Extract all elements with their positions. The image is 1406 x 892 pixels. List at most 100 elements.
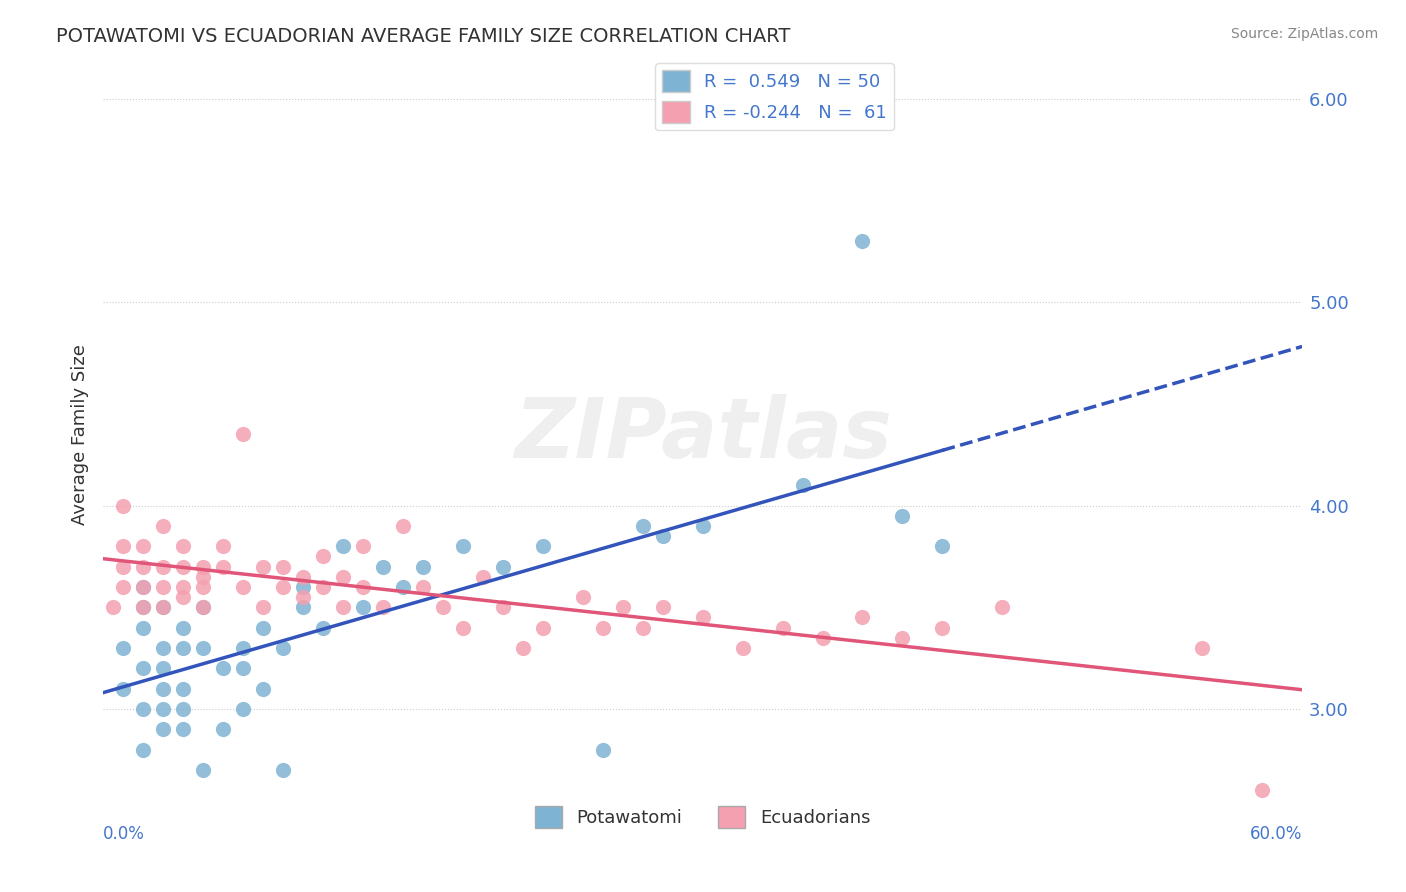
Point [212, 723, 235, 737]
Point [651, 529, 673, 543]
Point [291, 570, 314, 584]
Point [1191, 640, 1213, 655]
Point [132, 600, 155, 615]
Point [172, 590, 194, 604]
Point [152, 559, 174, 574]
Point [891, 631, 914, 645]
Point [172, 580, 194, 594]
Point [392, 519, 415, 533]
Text: 0.0%: 0.0% [103, 825, 145, 843]
Point [132, 600, 155, 615]
Point [492, 559, 515, 574]
Point [772, 621, 794, 635]
Point [112, 640, 135, 655]
Point [571, 590, 593, 604]
Point [132, 742, 155, 756]
Point [931, 539, 953, 553]
Point [132, 580, 155, 594]
Point [232, 702, 254, 716]
Point [232, 661, 254, 675]
Point [432, 600, 454, 615]
Point [271, 580, 294, 594]
Point [492, 600, 515, 615]
Point [531, 539, 554, 553]
Point [112, 499, 135, 513]
Point [232, 580, 254, 594]
Point [212, 661, 235, 675]
Point [651, 600, 673, 615]
Point [191, 763, 214, 777]
Point [692, 610, 714, 624]
Point [312, 621, 335, 635]
Point [692, 519, 714, 533]
Point [172, 621, 194, 635]
Point [792, 478, 814, 492]
Point [252, 621, 274, 635]
Text: Source: ZipAtlas.com: Source: ZipAtlas.com [1230, 27, 1378, 41]
Point [312, 580, 335, 594]
Point [152, 580, 174, 594]
Point [191, 559, 214, 574]
Text: POTAWATOMI VS ECUADORIAN AVERAGE FAMILY SIZE CORRELATION CHART: POTAWATOMI VS ECUADORIAN AVERAGE FAMILY … [56, 27, 790, 45]
Point [352, 539, 374, 553]
Point [332, 539, 354, 553]
Point [271, 763, 294, 777]
Point [332, 600, 354, 615]
Point [631, 621, 654, 635]
Point [152, 723, 174, 737]
Point [132, 621, 155, 635]
Point [332, 570, 354, 584]
Point [271, 559, 294, 574]
Point [172, 559, 194, 574]
Point [152, 661, 174, 675]
Point [112, 580, 135, 594]
Point [212, 559, 235, 574]
Point [851, 235, 873, 249]
Point [152, 600, 174, 615]
Point [172, 702, 194, 716]
Point [931, 621, 953, 635]
Point [152, 681, 174, 696]
Point [592, 621, 614, 635]
Point [191, 640, 214, 655]
Point [252, 559, 274, 574]
Point [132, 559, 155, 574]
Point [172, 640, 194, 655]
Point [731, 640, 754, 655]
Point [132, 539, 155, 553]
Point [172, 539, 194, 553]
Point [232, 640, 254, 655]
Point [811, 631, 834, 645]
Point [112, 539, 135, 553]
Point [451, 539, 474, 553]
Point [101, 600, 124, 615]
Y-axis label: Average Family Size: Average Family Size [72, 344, 89, 524]
Legend: Potawatomi, Ecuadorians: Potawatomi, Ecuadorians [527, 799, 877, 835]
Point [471, 570, 494, 584]
Point [1251, 783, 1274, 797]
Point [152, 600, 174, 615]
Text: ZIPatlas: ZIPatlas [513, 394, 891, 475]
Point [132, 702, 155, 716]
Point [352, 580, 374, 594]
Point [172, 723, 194, 737]
Point [212, 539, 235, 553]
Point [531, 621, 554, 635]
Point [392, 580, 415, 594]
Point [252, 681, 274, 696]
Point [191, 570, 214, 584]
Point [191, 600, 214, 615]
Point [512, 640, 534, 655]
Point [991, 600, 1014, 615]
Point [371, 600, 394, 615]
Point [371, 559, 394, 574]
Point [172, 681, 194, 696]
Point [612, 600, 634, 615]
Point [112, 681, 135, 696]
Point [271, 640, 294, 655]
Point [592, 742, 614, 756]
Point [412, 580, 434, 594]
Point [191, 600, 214, 615]
Point [352, 600, 374, 615]
Point [291, 600, 314, 615]
